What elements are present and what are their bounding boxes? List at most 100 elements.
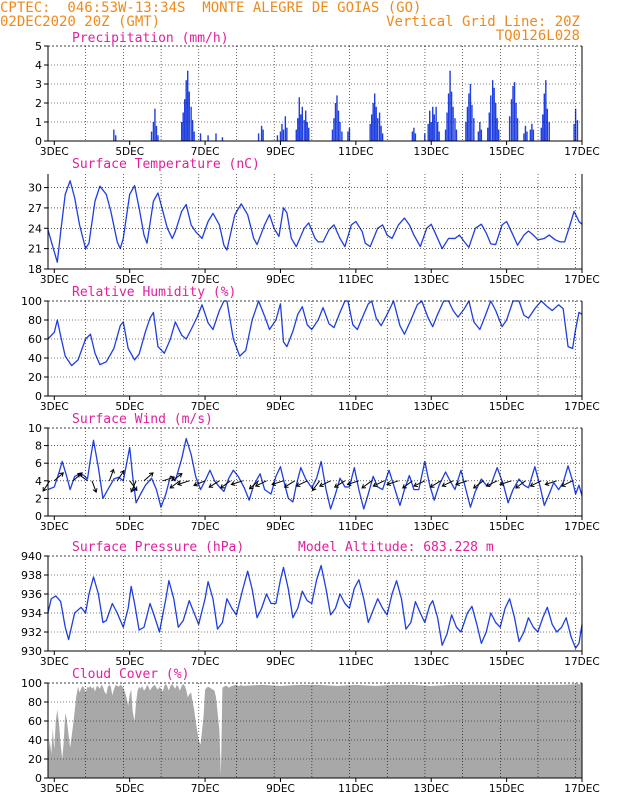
wind-vector [530, 480, 542, 487]
precip-bar [477, 131, 480, 141]
wind-ytick-label: 0 [35, 510, 42, 523]
wind-vector-head [170, 475, 176, 481]
wind-frame [47, 428, 583, 517]
temp-xtick-label: 13DEC [414, 274, 449, 286]
wind-vector-head [59, 472, 64, 477]
wind-vector-head [92, 488, 98, 493]
precip-bar [548, 122, 550, 141]
precip-bar [479, 122, 481, 141]
wind-vector [220, 480, 231, 489]
cloud-xtick-label: 9DEC [266, 783, 295, 795]
temp-title: Surface Temperature (nC) [72, 157, 260, 172]
precip-bar [516, 118, 519, 141]
cloud-ytick-label: 80 [28, 696, 42, 709]
precip-bar [301, 106, 304, 141]
precip-bar [430, 122, 432, 141]
pres-ytick-label: 934 [21, 607, 42, 620]
precip-bar [573, 123, 575, 141]
precip-bar [282, 129, 285, 141]
wind-xtick-label: 7DEC [191, 521, 220, 533]
precip-bar [465, 122, 467, 141]
wind-vector-head [455, 481, 461, 486]
wind-title: Surface Wind (m/s) [72, 412, 213, 427]
precip-bar [152, 122, 155, 141]
wind-vector [499, 480, 512, 485]
precip-bar [306, 122, 308, 141]
precip-bar [543, 93, 546, 141]
precip-xtick-label: 5DEC [115, 146, 144, 158]
pres-xtick-label: 7DEC [191, 656, 220, 668]
wind-vector [319, 480, 331, 487]
temp-frame [47, 174, 583, 270]
precip-bar [257, 133, 260, 141]
precip-bar [331, 129, 334, 141]
wind-vector [347, 480, 360, 485]
precip-bar [487, 127, 489, 141]
pres-ytick-label: 932 [21, 626, 42, 639]
wind-xtick-label: 9DEC [266, 521, 295, 533]
wind-vector [53, 472, 64, 482]
precip-bar [305, 110, 307, 141]
wind-vector-head [77, 473, 82, 478]
precip-bar [471, 104, 473, 141]
wind-vector [231, 480, 243, 485]
wind-ytick-label: 10 [28, 422, 42, 435]
wind-vector [486, 480, 498, 487]
precip-bar [545, 80, 547, 141]
precip-bar [411, 131, 414, 141]
wind-vector [430, 480, 441, 488]
pres-xtick-label: 5DEC [115, 656, 144, 668]
precip-xtick-label: 3DEC [40, 146, 69, 158]
wind-vector-head [230, 481, 236, 486]
pres-ytick-label: 938 [21, 569, 42, 582]
precip-bar [191, 120, 194, 141]
precip-bar [276, 135, 279, 141]
temp-xtick-label: 17DEC [564, 274, 599, 286]
precip-bar [262, 129, 264, 141]
cloud-xtick-label: 11DEC [338, 783, 373, 795]
precip-ytick-label: 0 [35, 135, 42, 148]
precip-bar [490, 95, 492, 141]
rh-xtick-label: 11DEC [338, 401, 373, 413]
wind-vector [442, 480, 454, 487]
wind-line [47, 437, 583, 510]
wind-vector [255, 480, 267, 487]
rh-xtick-label: 7DEC [191, 401, 220, 413]
wind-vector-head [311, 486, 317, 492]
precip-bar [150, 131, 153, 141]
precip-ytick-label: 3 [35, 78, 42, 91]
precip-ytick-label: 4 [35, 59, 42, 72]
wind-vector [515, 480, 526, 489]
wind-vector [130, 480, 137, 493]
precip-bar [488, 112, 490, 141]
precip-bar [546, 108, 549, 141]
precip-bar [279, 131, 282, 141]
precip-bar [540, 127, 542, 141]
wind-vector [193, 480, 206, 486]
wind-vector-head [219, 484, 225, 489]
precip-bar [187, 70, 189, 141]
cloud-ytick-label: 20 [28, 753, 42, 766]
precip-bar [529, 129, 532, 141]
wind-vector [402, 480, 413, 489]
precip-bar [532, 129, 535, 141]
precip-bar [215, 133, 217, 141]
wind-ytick-label: 8 [35, 440, 42, 453]
precip-frame [47, 46, 583, 142]
precip-bar [184, 99, 186, 141]
precip-bar [454, 118, 456, 141]
wind-vector [108, 469, 114, 481]
precip-ytick-label: 2 [35, 97, 42, 110]
precip-bar [455, 129, 458, 141]
precip-bar [512, 85, 514, 141]
cloud-ytick-label: 60 [28, 715, 42, 728]
cloud-xtick-label: 15DEC [489, 783, 524, 795]
wind-vector-head [176, 481, 182, 486]
precip-bar [446, 112, 448, 141]
wind-vector-head [485, 482, 491, 488]
cloud-ytick-label: 100 [21, 677, 42, 690]
wind-vector-head [333, 483, 339, 488]
wind-vector-head [119, 470, 125, 475]
pres-title: Surface Pressure (hPa) [72, 540, 244, 555]
wind-vector-head [193, 481, 199, 487]
